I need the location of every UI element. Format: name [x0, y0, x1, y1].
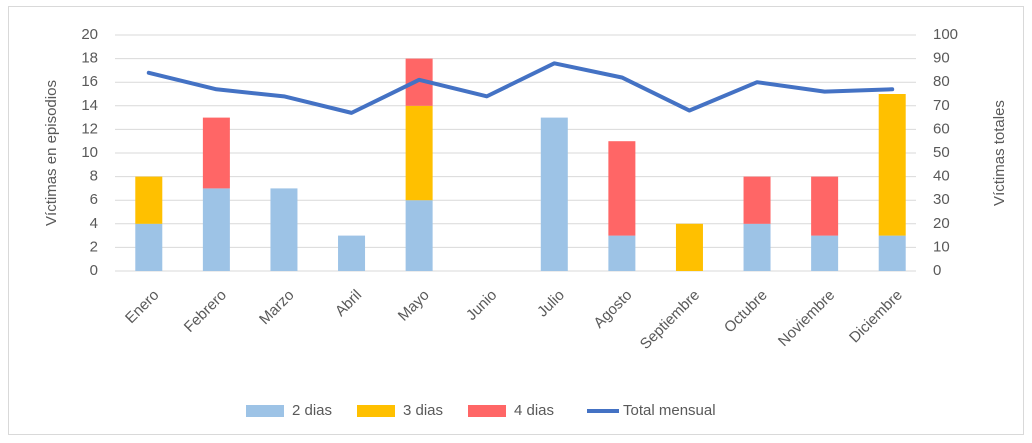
bar-segment — [608, 141, 636, 236]
bar-segment — [608, 235, 636, 271]
y2-tick-label: 50 — [933, 144, 950, 161]
legend-label: 3 dias — [403, 402, 443, 419]
y-tick-label: 2 — [90, 238, 98, 255]
y2-tick-label: 0 — [933, 262, 941, 279]
y-tick-label: 18 — [81, 50, 98, 67]
bar-segment — [675, 223, 703, 271]
y2-tick-label: 80 — [933, 73, 950, 90]
y2-tick-label: 70 — [933, 97, 950, 114]
y-tick-label: 0 — [90, 262, 98, 279]
line — [146, 61, 895, 115]
bar-segment — [135, 223, 163, 271]
y2-tick-label: 60 — [933, 120, 950, 137]
bar-segment — [338, 235, 366, 271]
y2-tick-label: 90 — [933, 50, 950, 67]
legend-swatch — [468, 405, 506, 417]
bar-segment — [811, 176, 839, 236]
y-tick-label: 14 — [81, 97, 98, 114]
bar-segment — [878, 235, 906, 271]
legend-swatch — [357, 405, 395, 417]
y-tick-label: 10 — [81, 144, 98, 161]
bar-segment — [878, 94, 906, 236]
y-tick-label: 16 — [81, 73, 98, 90]
y-tick-label: 12 — [81, 120, 98, 137]
bar-segment — [135, 176, 163, 224]
legend-swatch — [246, 405, 284, 417]
y2-tick-label: 20 — [933, 215, 950, 232]
bar-segment — [405, 200, 433, 271]
bar-segment — [202, 117, 230, 189]
legend-label: Total mensual — [623, 402, 716, 419]
y-tick-label: 4 — [90, 215, 98, 232]
y-tick-label: 6 — [90, 191, 98, 208]
bar-segment — [540, 117, 568, 271]
y-tick-label: 20 — [81, 26, 98, 43]
y2-tick-label: 30 — [933, 191, 950, 208]
bar-segment — [270, 188, 298, 271]
y2-tick-label: 100 — [933, 26, 958, 43]
y-tick-label: 8 — [90, 168, 98, 185]
y2-axis-title: Víctimas totales — [991, 100, 1008, 206]
legend-label: 4 dias — [514, 402, 554, 419]
bar-segment — [743, 223, 771, 271]
y-axis-title: Víctimas en episodios — [43, 80, 60, 226]
y2-tick-label: 10 — [933, 238, 950, 255]
bar-segment — [811, 235, 839, 271]
bar-segment — [405, 105, 433, 201]
bar-segment — [743, 176, 771, 224]
legend-label: 2 dias — [292, 402, 332, 419]
y2-tick-label: 40 — [933, 168, 950, 185]
bar-segment — [202, 188, 230, 271]
